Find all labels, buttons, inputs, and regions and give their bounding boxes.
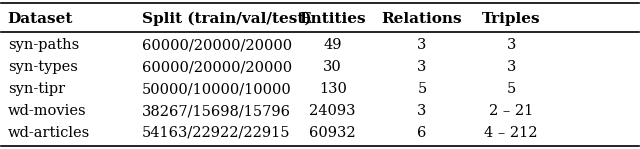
Text: 3: 3 xyxy=(417,104,427,118)
Text: 24093: 24093 xyxy=(310,104,356,118)
Text: 60000/20000/20000: 60000/20000/20000 xyxy=(141,60,292,74)
Text: wd-articles: wd-articles xyxy=(8,126,90,140)
Text: 3: 3 xyxy=(417,60,427,74)
Text: Entities: Entities xyxy=(300,12,366,26)
Text: syn-types: syn-types xyxy=(8,60,77,74)
Text: 3: 3 xyxy=(506,38,516,52)
Text: Triples: Triples xyxy=(482,12,540,26)
Text: syn-tipr: syn-tipr xyxy=(8,82,65,96)
Text: syn-paths: syn-paths xyxy=(8,38,79,52)
Text: 3: 3 xyxy=(417,38,427,52)
Text: 5: 5 xyxy=(417,82,427,96)
Text: 49: 49 xyxy=(323,38,342,52)
Text: 30: 30 xyxy=(323,60,342,74)
Text: 3: 3 xyxy=(506,60,516,74)
Text: 6: 6 xyxy=(417,126,427,140)
Text: 60000/20000/20000: 60000/20000/20000 xyxy=(141,38,292,52)
Text: 50000/10000/10000: 50000/10000/10000 xyxy=(141,82,291,96)
Text: wd-movies: wd-movies xyxy=(8,104,86,118)
Text: 54163/22922/22915: 54163/22922/22915 xyxy=(141,126,290,140)
Text: Relations: Relations xyxy=(381,12,462,26)
Text: Split (train/val/test): Split (train/val/test) xyxy=(141,12,311,26)
Text: 60932: 60932 xyxy=(309,126,356,140)
Text: 2 – 21: 2 – 21 xyxy=(489,104,533,118)
Text: Dataset: Dataset xyxy=(8,12,73,26)
Text: 5: 5 xyxy=(506,82,516,96)
Text: 4 – 212: 4 – 212 xyxy=(484,126,538,140)
Text: 38267/15698/15796: 38267/15698/15796 xyxy=(141,104,291,118)
Text: 130: 130 xyxy=(319,82,347,96)
